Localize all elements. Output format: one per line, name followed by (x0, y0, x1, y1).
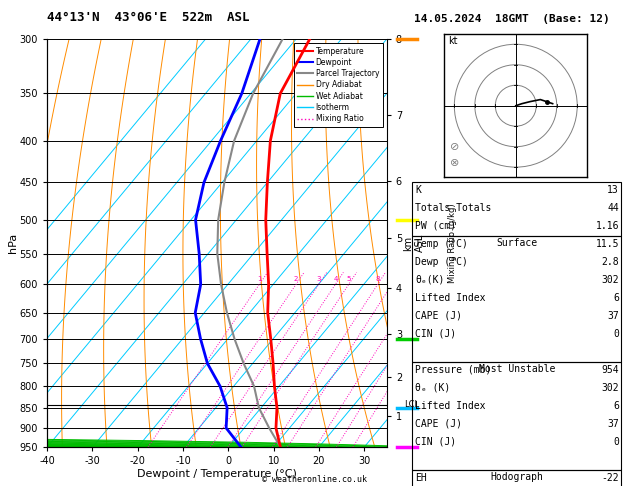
Text: 44°13'N  43°06'E  522m  ASL: 44°13'N 43°06'E 522m ASL (47, 11, 250, 24)
Text: 302: 302 (601, 383, 619, 393)
Text: Lifted Index: Lifted Index (415, 293, 486, 303)
Text: 44: 44 (607, 203, 619, 213)
Text: 1: 1 (257, 277, 262, 282)
Text: EH: EH (415, 473, 427, 483)
Text: Totals Totals: Totals Totals (415, 203, 491, 213)
Text: Pressure (mb): Pressure (mb) (415, 365, 491, 375)
Text: 954: 954 (601, 365, 619, 375)
Text: 2: 2 (294, 277, 298, 282)
Text: θₑ (K): θₑ (K) (415, 383, 450, 393)
Text: LCL: LCL (404, 400, 419, 409)
X-axis label: Dewpoint / Temperature (°C): Dewpoint / Temperature (°C) (137, 469, 297, 479)
Text: 14.05.2024  18GMT  (Base: 12): 14.05.2024 18GMT (Base: 12) (414, 14, 610, 24)
Text: 2.8: 2.8 (601, 257, 619, 267)
Text: θₑ(K): θₑ(K) (415, 275, 445, 285)
Text: © weatheronline.co.uk: © weatheronline.co.uk (262, 474, 367, 484)
Text: Most Unstable: Most Unstable (479, 364, 555, 374)
Text: 8: 8 (376, 277, 380, 282)
Text: 302: 302 (601, 275, 619, 285)
Text: Dewp (°C): Dewp (°C) (415, 257, 468, 267)
Text: 3: 3 (316, 277, 321, 282)
Text: Lifted Index: Lifted Index (415, 401, 486, 411)
Text: 13: 13 (607, 185, 619, 195)
Legend: Temperature, Dewpoint, Parcel Trajectory, Dry Adiabat, Wet Adiabat, Isotherm, Mi: Temperature, Dewpoint, Parcel Trajectory… (294, 43, 383, 127)
Text: 0: 0 (613, 329, 619, 339)
Text: 0: 0 (613, 437, 619, 447)
Y-axis label: km
ASL: km ASL (403, 234, 425, 252)
Text: 6: 6 (613, 401, 619, 411)
Text: 4: 4 (333, 277, 338, 282)
Text: 37: 37 (607, 311, 619, 321)
Text: 37: 37 (607, 419, 619, 429)
Text: Hodograph: Hodograph (490, 472, 543, 482)
Text: Surface: Surface (496, 238, 537, 248)
Text: PW (cm): PW (cm) (415, 221, 456, 231)
Text: -22: -22 (601, 473, 619, 483)
Text: Temp (°C): Temp (°C) (415, 239, 468, 249)
Text: 6: 6 (613, 293, 619, 303)
Text: CAPE (J): CAPE (J) (415, 311, 462, 321)
Text: CAPE (J): CAPE (J) (415, 419, 462, 429)
Text: 5: 5 (347, 277, 351, 282)
Text: kt: kt (448, 36, 458, 46)
Text: CIN (J): CIN (J) (415, 437, 456, 447)
Text: ⊘: ⊘ (450, 141, 460, 152)
Text: Mixing Ratio (g/kg): Mixing Ratio (g/kg) (448, 203, 457, 283)
Text: K: K (415, 185, 421, 195)
Text: ⊗: ⊗ (450, 158, 460, 168)
Text: CIN (J): CIN (J) (415, 329, 456, 339)
Text: 11.5: 11.5 (596, 239, 619, 249)
Text: 1.16: 1.16 (596, 221, 619, 231)
Y-axis label: hPa: hPa (8, 233, 18, 253)
